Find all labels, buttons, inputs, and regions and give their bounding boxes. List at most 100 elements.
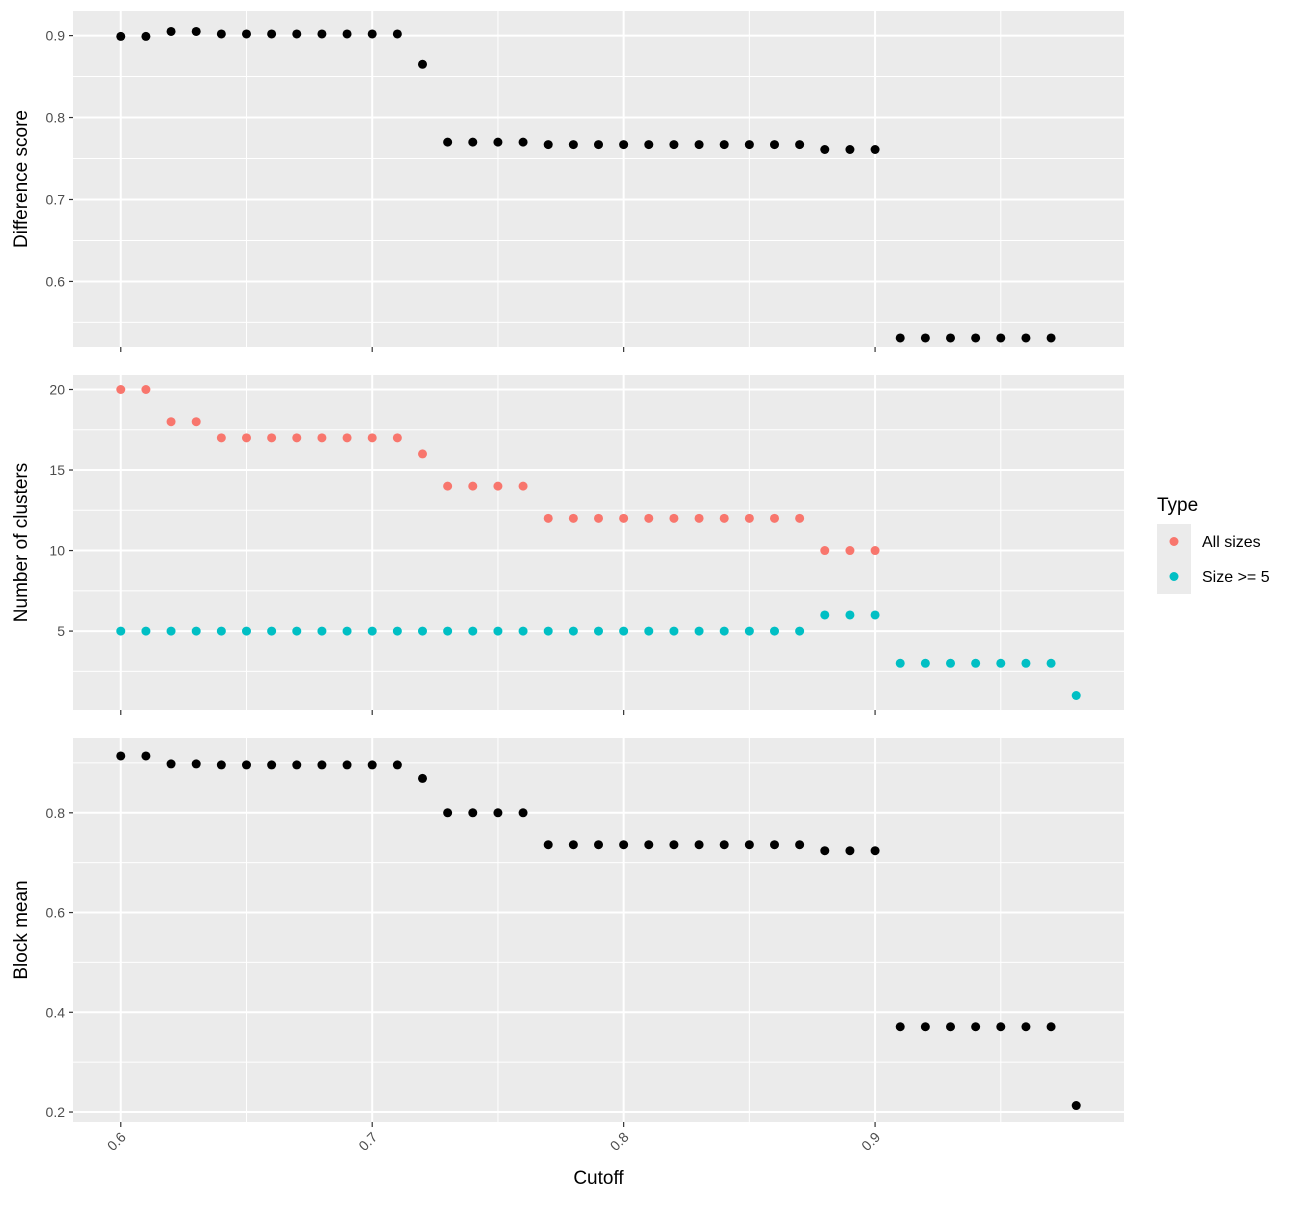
data-point: [594, 140, 603, 150]
y-tick-label: 5: [57, 623, 65, 639]
data-point: [694, 140, 704, 150]
data-point: [141, 626, 151, 636]
y-axis-title: Difference score: [11, 110, 32, 248]
data-point: [468, 137, 478, 147]
data-point: [216, 433, 226, 443]
data-point: [141, 384, 151, 394]
data-point: [166, 626, 176, 636]
data-point: [116, 31, 126, 41]
data-point: [619, 140, 629, 150]
data-point: [795, 626, 805, 636]
x-tick-label: 0.6: [104, 1129, 129, 1154]
y-tick-label: 0.4: [46, 1004, 66, 1020]
data-point: [191, 626, 201, 636]
data-point: [317, 760, 327, 770]
y-tick-label: 0.2: [46, 1104, 66, 1120]
data-point: [443, 626, 453, 636]
data-point: [267, 760, 277, 770]
data-point: [644, 840, 654, 850]
panel-background: [73, 375, 1124, 710]
data-point: [568, 513, 578, 523]
data-point: [116, 384, 126, 394]
data-point: [946, 1022, 956, 1032]
data-point: [644, 140, 654, 150]
y-tick-label: 20: [49, 381, 65, 397]
data-point: [468, 626, 478, 636]
data-point: [694, 626, 704, 636]
panel-number-of-clusters: 5 10 15 20 Number of clusters: [11, 375, 1124, 715]
data-point: [895, 333, 905, 343]
data-point: [518, 137, 528, 147]
data-point: [518, 808, 528, 818]
data-point: [317, 433, 327, 443]
data-point: [594, 513, 603, 523]
data-point: [342, 626, 352, 636]
data-point: [392, 433, 402, 443]
data-point: [644, 513, 654, 523]
data-point: [594, 626, 603, 636]
data-point: [443, 481, 453, 491]
data-point: [292, 433, 302, 443]
y-tick-label: 0.6: [46, 905, 66, 921]
data-point: [946, 333, 956, 343]
data-point: [946, 658, 956, 668]
data-point: [493, 481, 503, 491]
data-point: [241, 626, 251, 636]
data-point: [770, 840, 780, 850]
data-point: [719, 840, 729, 850]
legend-swatch: [1169, 537, 1179, 546]
data-point: [216, 29, 226, 39]
data-point: [116, 626, 126, 636]
y-tick-label: 0.6: [46, 273, 66, 289]
data-point: [342, 433, 352, 443]
data-point: [971, 658, 981, 668]
data-point: [191, 417, 201, 427]
legend-title: Type: [1157, 495, 1198, 516]
data-point: [317, 626, 327, 636]
legend: Type All sizes Size >= 5: [1157, 495, 1270, 594]
data-point: [669, 140, 679, 150]
data-point: [493, 626, 503, 636]
data-point: [744, 626, 754, 636]
data-point: [870, 846, 880, 856]
data-point: [417, 59, 427, 69]
data-point: [141, 31, 151, 41]
y-tick-label: 0.8: [46, 110, 66, 126]
data-point: [870, 546, 880, 556]
data-point: [820, 144, 830, 154]
data-point: [1046, 1022, 1056, 1032]
y-tick-label: 0.7: [46, 191, 66, 207]
data-point: [845, 610, 855, 620]
y-tick-label: 0.8: [46, 805, 66, 821]
data-point: [770, 140, 780, 150]
data-point: [443, 137, 453, 147]
data-point: [317, 29, 327, 39]
y-tick-label: 0.9: [46, 28, 66, 44]
data-point: [543, 513, 553, 523]
x-tick-label: 0.9: [858, 1129, 883, 1154]
data-point: [820, 546, 830, 556]
data-point: [694, 840, 704, 850]
data-point: [996, 658, 1006, 668]
data-point: [744, 840, 754, 850]
data-point: [392, 29, 402, 39]
data-point: [141, 751, 151, 761]
data-point: [166, 26, 176, 36]
data-point: [392, 760, 402, 770]
data-point: [267, 626, 277, 636]
data-point: [216, 760, 226, 770]
data-point: [191, 26, 201, 36]
data-point: [820, 846, 830, 856]
data-point: [367, 29, 377, 39]
data-point: [417, 626, 427, 636]
data-point: [694, 513, 704, 523]
y-axis-title: Block mean: [11, 880, 32, 979]
data-point: [367, 626, 377, 636]
data-point: [770, 626, 780, 636]
data-point: [744, 513, 754, 523]
data-point: [1021, 1022, 1031, 1032]
data-point: [241, 433, 251, 443]
data-point: [568, 140, 578, 150]
data-point: [996, 333, 1006, 343]
